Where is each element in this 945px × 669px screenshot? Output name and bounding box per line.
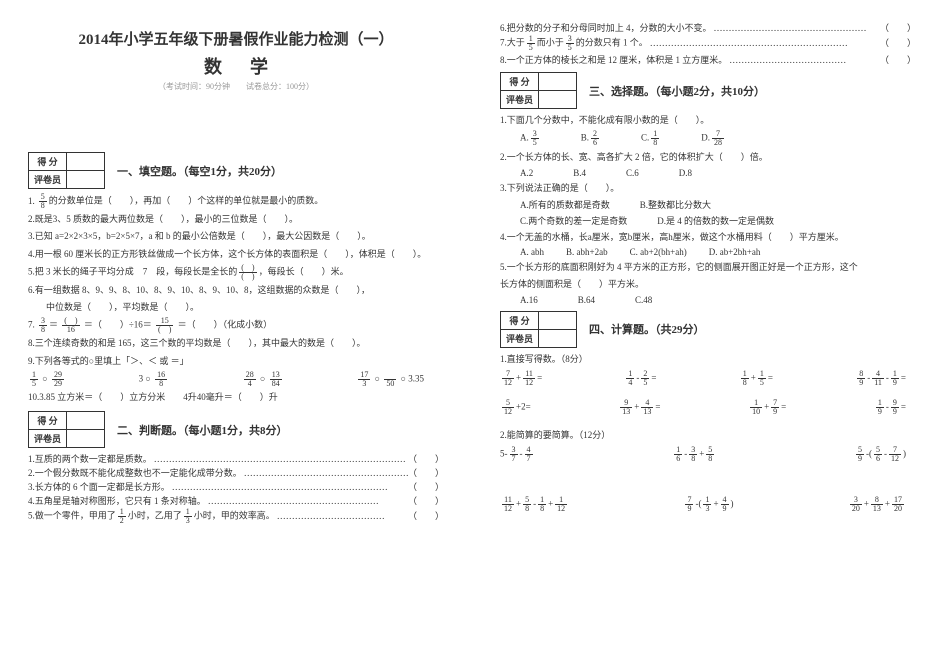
reviewer-label: 评卷员 [29, 171, 67, 189]
fill-q6a: 6.有一组数据 8、9、9、8、10、8、9、10、8、9、10、8，这组数据的… [28, 283, 444, 298]
choice-q4-opts: A. abh B. abh+2ab C. ab+2(bh+ah) D. ab+2… [500, 247, 916, 257]
calc-row3: 5-37-47 16-38+58 59-(56-712) [500, 446, 916, 463]
score-table-3: 得 分 评卷员 [500, 72, 577, 109]
choice-q1-opts: A.35 B.26 C.18 D.728 [500, 130, 916, 147]
score-table-1: 得 分 评卷员 [28, 152, 105, 189]
fill-q8: 8.三个连续奇数的和是 165，这三个数的平均数是（ ），其中最大的数是（ ）。 [28, 336, 444, 351]
fill-q5: 5.把 3 米长的绳子平均分成 7 段，每段长是全长的( )( )，每段长（ ）… [28, 264, 444, 281]
calc-h1: 1.直接写得数。（8分） [500, 352, 916, 367]
fill-q7: 7. 38＝ ( )16 ＝（ ）÷16＝ 15( ) ＝（ ）（化成小数） [28, 317, 444, 334]
left-column: 2014年小学五年级下册暑假作业能力检测（一） 数学 （考试时间：90分钟 试卷… [0, 0, 472, 669]
judge-q7: 7.大于15而小于35的分数只有 1 个。…………………………………………………… [500, 35, 916, 52]
fill-q9: 9.下列各等式的○里填上「＞、＜ 或 ＝」 [28, 354, 444, 369]
judge-q3: 3.长方体的 6 个面一定都是长方形。………………………………………………………… [28, 480, 444, 493]
calc-row4: 1112+58-18+112 79-(13+49) 320+813+1720 [500, 496, 916, 513]
score-cell [67, 153, 105, 171]
section-choice-head: 三、选择题。（每小题2分，共10分） [589, 83, 765, 99]
score-table-4: 得 分 评卷员 [500, 311, 577, 348]
score-label: 得 分 [29, 153, 67, 171]
judge-q4: 4.五角星是轴对称图形，它只有 1 条对称轴。……………………………………………… [28, 494, 444, 507]
judge-q6: 6.把分数的分子和分母同时加上 4，分数的大小不变。……………………………………… [500, 21, 916, 34]
judge-q8: 8.一个正方体的棱长之和是 12 厘米，体积是 1 立方厘米。………………………… [500, 53, 916, 66]
judge-q5: 5.做一个零件，甲用了12小时，乙用了13小时，甲的效率高。…………………………… [28, 508, 444, 525]
section1-header: 得 分 评卷员 一、填空题。（每空1分，共20分） [28, 152, 444, 189]
fill-q9-row: 15 ○ 2929 3 ○ 168 284 ○ 1384 173 ○ 50 ○ … [28, 371, 444, 388]
choice-q5a: 5.一个长方形的底面积刚好为 4 平方米的正方形，它的侧面展开图正好是一个正方形… [500, 260, 916, 275]
exam-meta: （考试时间：90分钟 试卷总分：100分） [28, 81, 444, 92]
section-calc-head: 四、计算题。（共29分） [589, 321, 705, 337]
fill-q3: 3.已知 a=2×2×3×5，b=2×5×7，a 和 b 的最小公倍数是（ ），… [28, 229, 444, 244]
choice-q2-opts: A.2 B.4 C.6 D.8 [500, 168, 916, 178]
choice-q2: 2.一个长方体的长、宽、高各扩大 2 倍，它的体积扩大（ ）倍。 [500, 150, 916, 165]
right-column: 6.把分数的分子和分母同时加上 4，分数的大小不变。……………………………………… [472, 0, 944, 669]
fill-q2: 2.既是3、5 质数的最大两位数是（ ），最小的三位数是（ ）。 [28, 212, 444, 227]
judge-q1: 1.互质的两个数一定都是质数。…………………………………………………………………… [28, 452, 444, 465]
choice-q1: 1.下面几个分数中，不能化成有限小数的是（ ）。 [500, 113, 916, 128]
fill-q1: 1.58的分数单位是（ ），再加（ ）个这样的单位就是最小的质数。 [28, 193, 444, 210]
fill-q10: 10.3.85 立方米＝（ ）立方分米 4升40毫升＝（ ）升 [28, 390, 444, 405]
choice-q5b: 长方体的侧面积是（ ）平方米。 [500, 277, 916, 292]
score-table-2: 得 分 评卷员 [28, 411, 105, 448]
choice-q3: 3.下列说法正确的是（ ）。 [500, 181, 916, 196]
choice-q3-opts2: C.两个奇数的差一定是奇数 D.是 4 的倍数的数一定是偶数 [500, 214, 916, 227]
section2-header: 得 分 评卷员 二、判断题。（每小题1分，共8分） [28, 411, 444, 448]
section4-header: 得 分 评卷员 四、计算题。（共29分） [500, 311, 916, 348]
calc-row2: 512+2= 913+413= 110+79= 19-99= [500, 399, 916, 416]
choice-q5-opts: A.16 B.64 C.48 [500, 295, 916, 305]
judge-q2: 2.一个假分数既不能化成整数也不一定能化成带分数。………………………………………… [28, 466, 444, 479]
exam-subject: 数学 [28, 53, 444, 79]
calc-row1: 712+1112= 14-25= 18+15= 89-411-19= [500, 370, 916, 387]
section3-header: 得 分 评卷员 三、选择题。（每小题2分，共10分） [500, 72, 916, 109]
choice-q4: 4.一个无盖的水桶，长a厘米，宽b厘米，高h厘米，做这个水桶用料（ ）平方厘米。 [500, 230, 916, 245]
fill-q4: 4.用一根 60 厘米长的正方形铁丝做成一个长方体，这个长方体的表面积是（ ），… [28, 247, 444, 262]
choice-q3-opts: A.所有的质数都是奇数 B.整数都比分数大 [500, 198, 916, 211]
exam-title: 2014年小学五年级下册暑假作业能力检测（一） [28, 28, 444, 49]
section-fill-head: 一、填空题。（每空1分，共20分） [117, 163, 282, 179]
calc-h2: 2.能简算的要简算。（12分） [500, 428, 916, 443]
section-judge-head: 二、判断题。（每小题1分，共8分） [117, 422, 288, 438]
reviewer-cell [67, 171, 105, 189]
fill-q6b: 中位数是（ ），平均数是（ ）。 [28, 300, 444, 315]
